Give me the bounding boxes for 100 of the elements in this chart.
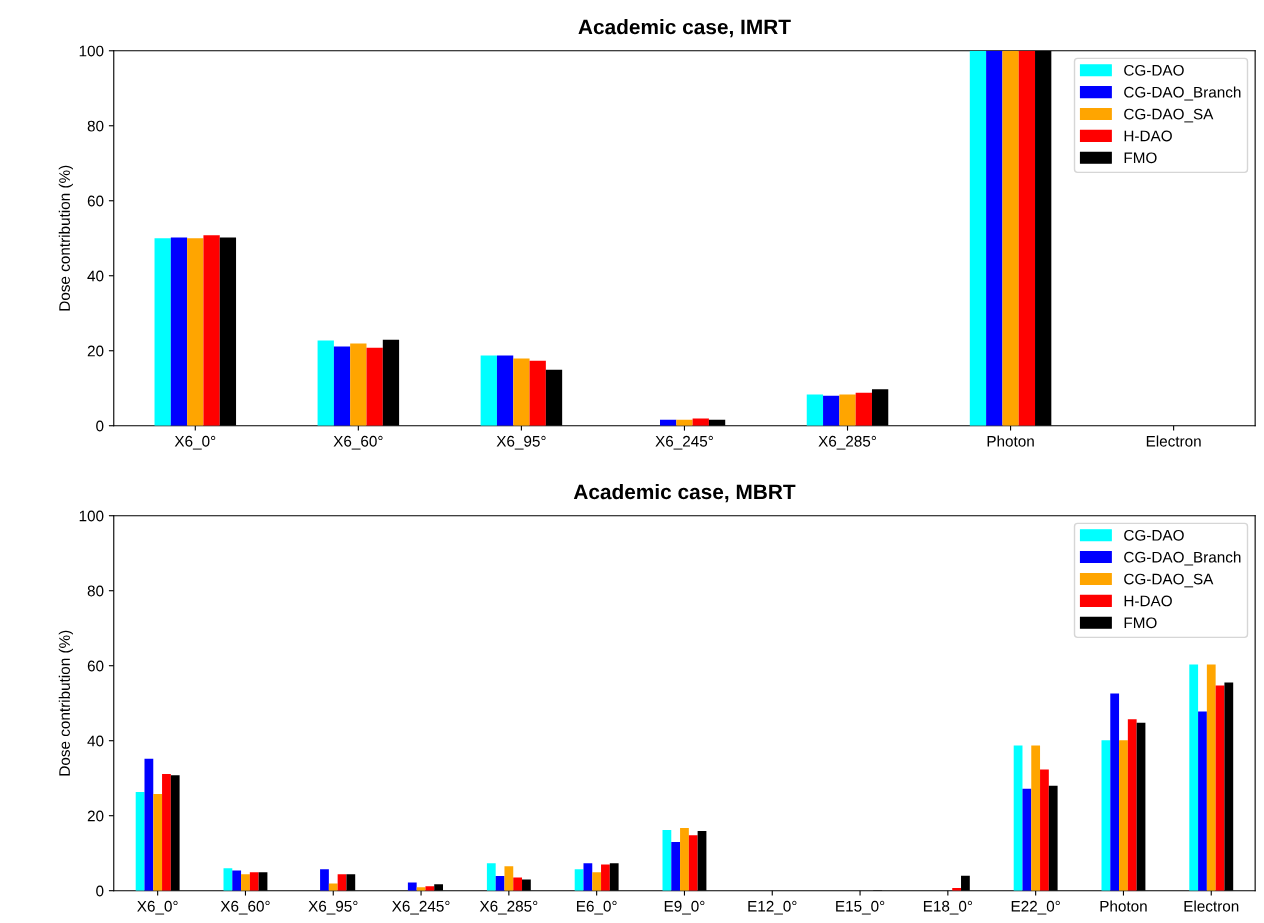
- bar: [162, 774, 171, 891]
- y-tick-label: 80: [87, 585, 104, 597]
- x-tick-label: X6_245°: [655, 435, 713, 450]
- bar: [434, 884, 444, 891]
- bar: [382, 339, 400, 426]
- bar: [504, 866, 514, 891]
- bar: [609, 863, 619, 891]
- legend-label: FMO: [1124, 617, 1157, 629]
- y-tick-label: 60: [87, 195, 104, 207]
- x-tick-label: X6_285°: [479, 900, 538, 915]
- x-tick-label: E9_0°: [664, 900, 705, 915]
- bar: [1031, 745, 1041, 891]
- bar: [1127, 719, 1137, 891]
- x-tick-label: X6_245°: [392, 900, 450, 915]
- legend-label: CG-DAO: [1124, 529, 1184, 541]
- bar: [219, 237, 237, 426]
- bar: [855, 392, 872, 426]
- bar: [680, 828, 689, 891]
- bar: [144, 758, 154, 891]
- bar: [496, 355, 514, 426]
- bar: [583, 863, 593, 891]
- bar: [592, 872, 602, 891]
- bar: [1198, 711, 1207, 891]
- y-axis-title: Dose contribution (%): [58, 630, 73, 776]
- bar: [366, 347, 383, 426]
- y-tick-label: 0: [96, 420, 104, 432]
- y-tick-label: 100: [79, 510, 104, 522]
- bar: [1002, 50, 1019, 426]
- x-tick-label: E22_0°: [1011, 900, 1060, 915]
- bar: [1189, 664, 1199, 891]
- bar: [486, 863, 496, 891]
- y-tick-label: 0: [96, 885, 104, 897]
- bar: [241, 874, 250, 891]
- legend-label: CG-DAO_SA: [1124, 573, 1214, 588]
- bar: [232, 870, 242, 891]
- legend-label: H-DAO: [1124, 130, 1172, 142]
- bar: [839, 394, 856, 426]
- bar: [1224, 682, 1234, 891]
- x-tick-label: X6_0°: [174, 435, 216, 450]
- bar: [545, 369, 563, 426]
- y-axis-title: Dose contribution (%): [58, 165, 73, 311]
- bar: [871, 389, 889, 426]
- x-tick-label: X6_95°: [308, 900, 358, 915]
- bar: [407, 882, 417, 891]
- bar: [961, 875, 970, 891]
- bar: [697, 831, 707, 891]
- chart-title: Academic case, IMRT: [578, 19, 791, 38]
- bar: [1206, 664, 1216, 891]
- y-tick-label: 40: [87, 735, 104, 747]
- bar: [480, 355, 497, 426]
- bar: [601, 864, 610, 891]
- x-tick-label: X6_60°: [333, 435, 383, 450]
- bar: [135, 792, 145, 891]
- y-tick-label: 20: [87, 345, 104, 357]
- bar: [333, 346, 351, 426]
- y-tick-label: 40: [87, 270, 104, 282]
- legend-label: H-DAO: [1124, 595, 1172, 607]
- bar: [187, 238, 204, 426]
- bar: [170, 237, 188, 426]
- bar: [203, 235, 220, 426]
- bar: [969, 50, 987, 426]
- x-tick-label: E18_0°: [923, 900, 973, 915]
- bar: [320, 869, 329, 891]
- bar: [806, 394, 824, 426]
- x-tick-label: Electron: [1184, 900, 1239, 912]
- y-tick-label: 60: [87, 660, 104, 672]
- y-tick-label: 100: [79, 45, 104, 57]
- x-tick-label: X6_95°: [496, 435, 546, 450]
- legend-label: CG-DAO_SA: [1124, 108, 1214, 123]
- bar: [513, 358, 530, 426]
- legend-label: CG-DAO_Branch: [1124, 551, 1241, 566]
- legend-label: CG-DAO: [1124, 64, 1184, 76]
- bar: [154, 238, 171, 426]
- x-tick-label: X6_285°: [818, 435, 876, 450]
- legend-label: FMO: [1124, 152, 1157, 164]
- x-tick-label: E12_0°: [748, 900, 797, 915]
- bar: [1013, 745, 1023, 891]
- bar: [1136, 722, 1146, 891]
- bar: [1018, 50, 1036, 426]
- x-tick-label: Electron: [1146, 435, 1201, 447]
- bar: [1040, 769, 1049, 891]
- x-tick-label: E15_0°: [836, 900, 885, 915]
- bar: [823, 395, 840, 426]
- x-tick-label: E6_0°: [577, 900, 617, 915]
- bar: [688, 835, 698, 891]
- bar: [249, 872, 259, 891]
- bar: [671, 841, 681, 891]
- x-tick-label: X6_60°: [220, 900, 270, 915]
- bar: [170, 775, 180, 891]
- bar: [986, 50, 1003, 426]
- x-tick-label: X6_0°: [137, 900, 178, 915]
- bar: [1215, 685, 1225, 891]
- bar: [1110, 693, 1120, 891]
- bar: [317, 340, 334, 426]
- bar: [1048, 785, 1058, 891]
- bar: [529, 360, 546, 426]
- bar: [522, 879, 531, 891]
- x-tick-label: Photon: [987, 435, 1034, 447]
- y-tick-label: 80: [87, 120, 104, 132]
- bar: [513, 877, 523, 891]
